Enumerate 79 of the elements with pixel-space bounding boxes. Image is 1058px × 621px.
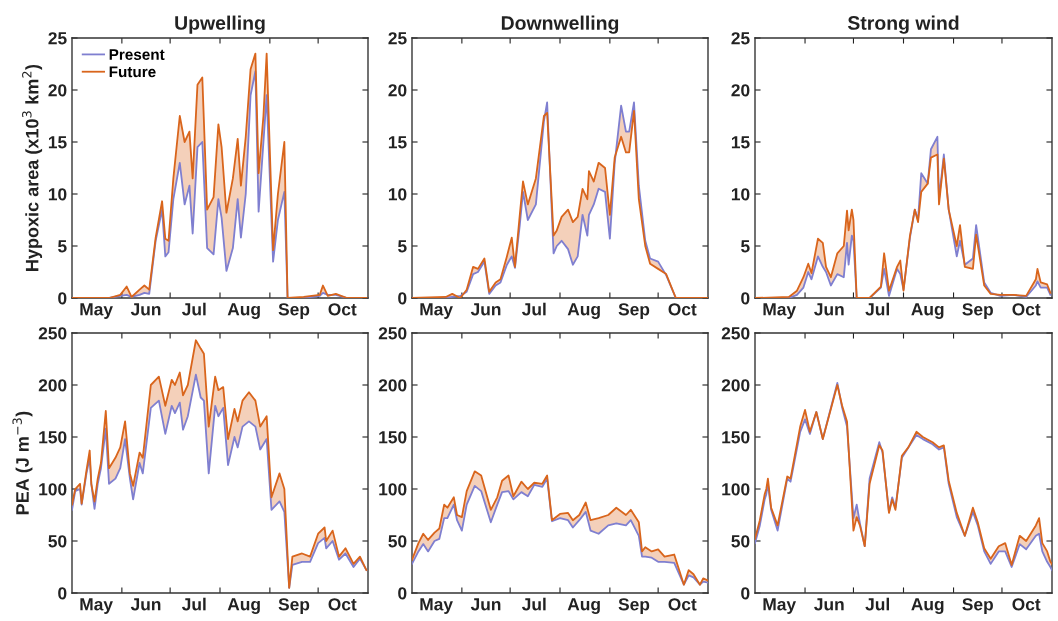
y-tick-label: 20 [388,84,407,97]
x-tick-label: Sep [962,303,993,319]
x-tick-label: May [80,303,113,319]
x-tick-label: Sep [278,598,310,614]
y-tick-label: 250 [378,327,407,340]
x-tick-label: Jun [470,303,501,316]
x-tick-label: Jun [814,303,844,316]
y-tick-label: 100 [722,483,750,496]
y-tick-label: 15 [388,136,407,149]
y-tick-label: 10 [48,188,67,201]
x-tick-label: Jun [814,598,844,611]
x-tick-label: Oct [328,598,357,611]
y-tick-label: 200 [38,379,67,392]
y-tick-label: 0 [741,292,750,305]
y-tick-label: 150 [39,431,67,444]
x-tick-label: Jul [865,302,889,316]
x-tick-label: Jul [865,597,889,611]
x-tick-label: Jul [521,597,546,611]
chart-title: Upwelling [175,15,265,34]
x-tick-label: Jun [130,598,161,611]
x-tick-label: Oct [328,303,357,316]
y-tick-label: 10 [388,188,407,201]
y-axis-title: Hypoxic area (x10$^{3}$ km$^{2}$) [22,64,43,271]
y-tick-label: 150 [722,431,750,444]
x-tick-label: Sep [962,598,993,614]
chart-title: Strong wind [847,15,959,34]
y-tick-label: 20 [48,84,67,97]
x-tick-label: May [763,303,797,319]
y-tick-label: 0 [58,587,67,600]
y-tick-label: 15 [48,136,67,149]
y-tick-label: 200 [378,379,407,392]
y-tick-label: 25 [48,32,67,45]
x-tick-label: Aug [227,598,260,614]
x-tick-label: Oct [668,598,697,611]
x-tick-label: Aug [911,303,944,319]
x-tick-label: Oct [1012,303,1041,316]
x-tick-label: May [763,598,797,614]
y-tick-label: 250 [721,327,750,340]
y-tick-label: 100 [379,483,407,496]
y-tick-label: 0 [741,587,750,600]
x-tick-label: Oct [668,303,697,316]
x-tick-label: Jun [130,303,161,316]
y-axis-title: PEA (J m$^{−3}$) [12,411,33,515]
legend-label: Present [109,49,165,60]
x-tick-label: Oct [1012,598,1041,611]
legend-label: Future [109,66,156,78]
x-tick-label: Jun [470,598,501,611]
y-tick-label: 150 [379,431,407,444]
y-tick-label: 5 [398,240,407,253]
x-tick-label: Aug [567,598,600,614]
x-tick-label: Jul [181,597,206,611]
y-tick-label: 100 [39,483,67,496]
y-tick-label: 5 [58,240,67,253]
chart-title: Downwelling [501,15,619,34]
y-tick-label: 25 [388,32,407,45]
y-tick-label: 250 [38,327,67,340]
y-tick-label: 20 [731,84,750,97]
x-tick-label: Jul [181,302,206,316]
x-tick-label: Jul [521,302,546,316]
y-tick-label: 15 [731,136,750,149]
y-tick-label: 50 [388,535,407,548]
x-tick-label: Aug [227,303,260,319]
y-tick-label: 5 [741,240,750,253]
y-tick-label: 0 [398,292,407,305]
x-tick-label: Aug [911,598,944,614]
y-tick-label: 25 [731,32,750,45]
x-tick-label: Aug [567,303,600,319]
y-tick-label: 10 [731,188,750,201]
y-tick-label: 200 [721,379,750,392]
y-tick-label: 50 [731,535,750,548]
x-tick-label: Sep [618,598,650,614]
y-tick-label: 50 [48,535,67,548]
x-tick-label: May [420,303,453,319]
y-tick-label: 0 [398,587,407,600]
x-tick-label: Sep [618,303,650,319]
x-tick-label: May [80,598,113,614]
x-tick-label: Sep [278,303,310,319]
y-tick-label: 0 [58,292,67,305]
x-tick-label: May [420,598,453,614]
